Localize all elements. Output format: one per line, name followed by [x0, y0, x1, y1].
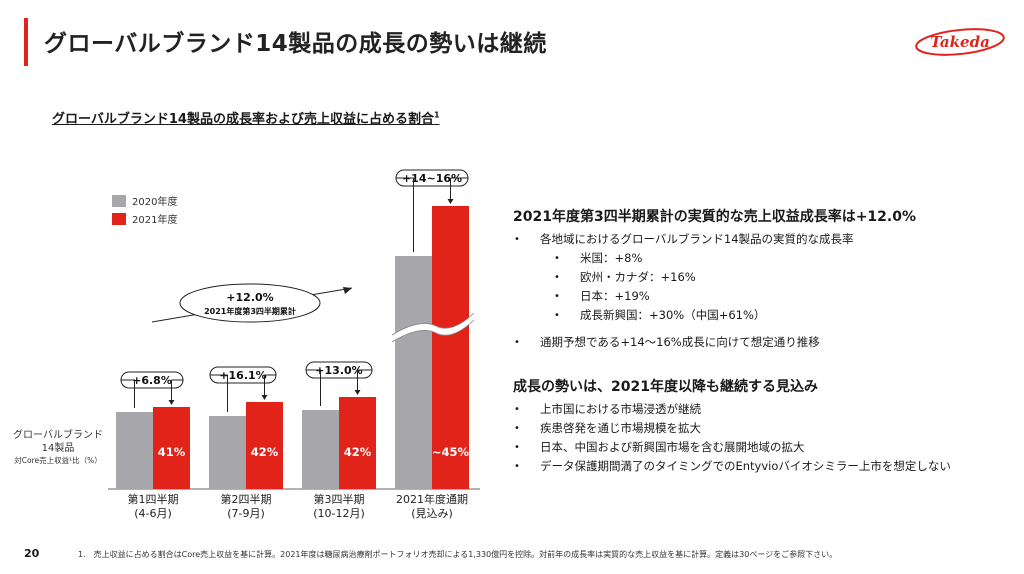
bar-2020-4: [395, 256, 432, 489]
title-accent-bar: [24, 18, 28, 66]
bullet-regional-expansion: 日本、中国および新興国市場を含む展開地域の拡大: [513, 438, 1013, 457]
growth-label-4: +14~16%: [402, 172, 462, 185]
leader-line-2020-2: [210, 374, 228, 412]
footnote: 1. 売上収益に占める割合はCore売上収益を基に計算。2021年度は糖尿病治療…: [78, 550, 838, 559]
heading-growth-rate: 2021年度第3四半期累計の実質的な売上収益成長率は+12.0%: [513, 209, 917, 225]
bar-2020-1: [116, 412, 153, 489]
bar-2020-2: [209, 416, 246, 489]
row-label-line2: 14製品: [42, 441, 75, 454]
legend-label-2021: 2021年度: [132, 213, 177, 226]
growth-bar-chart: 2020年度 2021年度 41% +6.8% 第1四半期(4-6月) 42% +16.1%…: [13, 169, 480, 520]
legend-label-2020: 2020年度: [132, 195, 177, 208]
legend-swatch-2021: [112, 213, 126, 225]
sub-bullet-us: 米国：+8%: [513, 249, 1013, 268]
cumulative-oval: [179, 283, 321, 323]
leader-arrowhead-4: [447, 199, 454, 204]
bar-2021-3: [339, 397, 376, 489]
takeda-logo: Takeda: [915, 28, 1005, 56]
category-label-4: 2021年度通期: [396, 492, 468, 506]
leader-arrowhead-1: [168, 400, 175, 405]
category-label-1: 第1四半期: [128, 492, 179, 506]
data-label-2021-4: ~45%: [432, 445, 470, 459]
growth-label-1: +6.8%: [132, 374, 172, 387]
heading-momentum: 成長の勢いは、2021年度以降も継続する見込み: [513, 379, 818, 395]
category-sublabel-4: (見込み): [411, 507, 453, 520]
bar-2020-3: [302, 410, 339, 489]
axis-break-line-upper: [391, 312, 475, 336]
growth-label-3: +13.0%: [315, 364, 362, 377]
cumulative-growth-value: +12.0%: [226, 291, 273, 304]
sub-bullet-growth-emerging: 成長新興国：+30%（中国+61%）: [513, 306, 1013, 325]
bar-2021-1: [153, 407, 190, 489]
data-label-2021-2: 42%: [251, 445, 279, 459]
leader-arrowhead-3: [354, 390, 361, 395]
cumulative-arrowhead: [343, 287, 352, 294]
page-title: グローバルブランド14製品の成長の勢いは継続: [44, 31, 547, 57]
sub-bullet-japan: 日本：+19%: [513, 287, 1013, 306]
bar-2021-2: [246, 402, 283, 489]
leader-line-2020-3: [306, 369, 321, 406]
data-label-2021-1: 41%: [158, 445, 186, 459]
axis-break-mark: [392, 313, 474, 342]
row-label-line3: 対Core売上収益¹比（%）: [14, 455, 102, 465]
category-label-3: 第3四半期: [314, 492, 365, 506]
bullet-biosimilar: データ保護期間満了のタイミングでのEntyvioバイオシミラー上市を想定しない: [513, 457, 1013, 476]
legend-swatch-2020: [112, 195, 126, 207]
regional-sub-list: 米国：+8% 欧州・カナダ：+16% 日本：+19% 成長新興国：+30%（中国…: [513, 249, 1013, 325]
category-sublabel-1: (4-6月): [134, 507, 172, 520]
row-label-line1: グローバルブランド: [13, 428, 103, 441]
commentary-panel: 2021年度第3四半期累計の実質的な売上収益成長率は+12.0% 各地域における…: [513, 206, 1013, 476]
leader-line-2020-4: [396, 177, 414, 252]
data-label-2021-3: 42%: [344, 445, 372, 459]
bar-2021-4: [432, 206, 469, 489]
leader-line-2020-1: [121, 379, 135, 408]
bullet-regional-growth: 各地域におけるグローバルブランド14製品の実質的な成長率: [513, 230, 1013, 249]
growth-label-2: +16.1%: [219, 369, 266, 382]
bullet-market-penetration: 上市国における市場浸透が継続: [513, 400, 1013, 419]
sub-bullet-europe-canada: 欧州・カナダ：+16%: [513, 268, 1013, 287]
chart-subtitle: グローバルブランド14製品の成長率および売上収益に占める割合1: [52, 110, 440, 127]
leader-arrowhead-2: [261, 395, 268, 400]
cumulative-growth-caption: 2021年度第3四半期累計: [204, 306, 296, 316]
svg-text:Takeda: Takeda: [930, 33, 990, 51]
category-label-2: 第2四半期: [221, 492, 272, 506]
page-number: 20: [24, 547, 40, 560]
category-sublabel-2: (7-9月): [227, 507, 265, 520]
bullet-list-1: 各地域におけるグローバルブランド14製品の実質的な成長率: [513, 230, 1013, 249]
category-sublabel-3: (10-12月): [313, 507, 365, 520]
bullet-list-2: 通期予想である+14～16%成長に向けて想定通り推移: [513, 333, 1013, 352]
axis-break-line-lower: [391, 319, 475, 343]
bullet-forecast: 通期予想である+14～16%成長に向けて想定通り推移: [513, 333, 1013, 352]
bullet-disease-awareness: 疾患啓発を通じ市場規模を拡大: [513, 419, 1013, 438]
momentum-list: 上市国における市場浸透が継続 疾患啓発を通じ市場規模を拡大 日本、中国および新興…: [513, 400, 1013, 476]
